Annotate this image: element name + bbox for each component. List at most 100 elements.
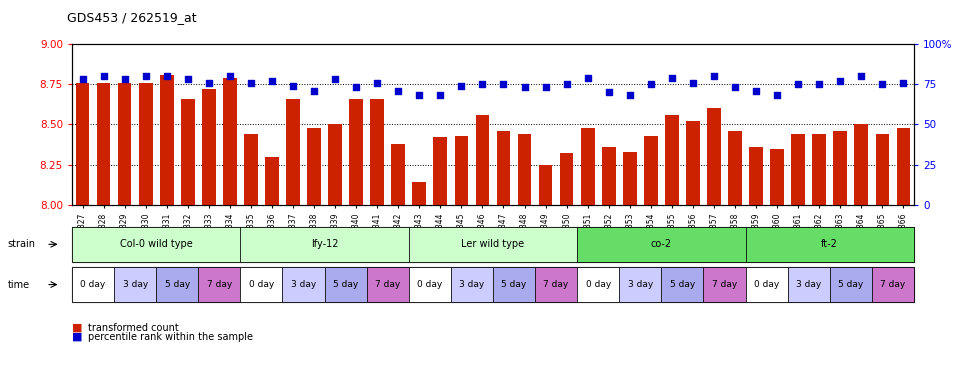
Bar <box>160 75 174 205</box>
Point <box>117 76 132 82</box>
Bar <box>244 134 257 205</box>
Bar <box>560 153 573 205</box>
Point <box>749 88 764 94</box>
Point <box>516 85 532 90</box>
Text: percentile rank within the sample: percentile rank within the sample <box>88 332 253 342</box>
Text: 3 day: 3 day <box>291 280 316 289</box>
Point <box>664 75 680 81</box>
Bar <box>434 137 447 205</box>
Text: time: time <box>8 280 30 290</box>
Text: 3 day: 3 day <box>796 280 822 289</box>
Text: 0 day: 0 day <box>418 280 443 289</box>
Bar <box>833 131 847 205</box>
Bar <box>897 128 910 205</box>
Bar <box>223 78 237 205</box>
Text: 3 day: 3 day <box>123 280 148 289</box>
Text: ft-2: ft-2 <box>822 239 838 249</box>
Text: 0 day: 0 day <box>81 280 106 289</box>
Bar <box>286 99 300 205</box>
Bar <box>118 83 132 205</box>
Bar <box>97 83 110 205</box>
Bar <box>349 99 363 205</box>
Text: lfy-12: lfy-12 <box>311 239 338 249</box>
Point <box>159 73 175 79</box>
Bar <box>876 134 889 205</box>
Text: strain: strain <box>8 239 36 249</box>
Text: co-2: co-2 <box>651 239 672 249</box>
Bar <box>749 147 763 205</box>
Text: ■: ■ <box>72 322 83 333</box>
Bar <box>581 128 594 205</box>
Point <box>685 80 701 86</box>
Bar <box>602 147 615 205</box>
Bar <box>644 136 658 205</box>
Bar <box>665 115 679 205</box>
Text: 7 day: 7 day <box>375 280 400 289</box>
Bar <box>139 83 153 205</box>
Point <box>538 85 553 90</box>
Text: 3 day: 3 day <box>459 280 485 289</box>
Point <box>875 81 890 87</box>
Bar <box>539 165 552 205</box>
Point <box>896 80 911 86</box>
Text: 5 day: 5 day <box>838 280 863 289</box>
Text: Col-0 wild type: Col-0 wild type <box>120 239 193 249</box>
Point <box>475 81 491 87</box>
Text: 5 day: 5 day <box>670 280 695 289</box>
Point <box>433 93 448 98</box>
Bar <box>265 157 278 205</box>
Text: 7 day: 7 day <box>543 280 568 289</box>
Text: GDS453 / 262519_at: GDS453 / 262519_at <box>67 11 197 24</box>
Bar <box>328 124 342 205</box>
Text: 7 day: 7 day <box>880 280 905 289</box>
Point <box>348 85 364 90</box>
Point <box>285 83 300 89</box>
Text: ■: ■ <box>72 332 83 342</box>
Bar <box>307 128 321 205</box>
Bar <box>729 131 742 205</box>
Point <box>412 93 427 98</box>
Point <box>222 73 237 79</box>
Point <box>327 76 343 82</box>
Point <box>75 76 90 82</box>
Point <box>264 78 279 84</box>
Point <box>622 93 637 98</box>
Text: 7 day: 7 day <box>712 280 737 289</box>
Bar <box>496 131 511 205</box>
Point <box>391 88 406 94</box>
Bar <box>708 108 721 205</box>
Point <box>96 73 111 79</box>
Point <box>180 76 196 82</box>
Bar <box>371 99 384 205</box>
Point <box>370 80 385 86</box>
Bar <box>76 83 89 205</box>
Bar <box>517 134 532 205</box>
Bar <box>623 152 636 205</box>
Bar <box>791 134 805 205</box>
Bar <box>854 124 868 205</box>
Bar <box>180 99 195 205</box>
Point <box>601 89 616 95</box>
Point <box>454 83 469 89</box>
Point <box>495 81 511 87</box>
Text: 0 day: 0 day <box>586 280 611 289</box>
Bar <box>475 115 490 205</box>
Text: Ler wild type: Ler wild type <box>462 239 524 249</box>
Point <box>138 73 154 79</box>
Point <box>580 75 595 81</box>
Point <box>728 85 743 90</box>
Point <box>306 88 322 94</box>
Text: 0 day: 0 day <box>754 280 780 289</box>
Text: transformed count: transformed count <box>88 322 180 333</box>
Bar <box>413 182 426 205</box>
Bar <box>770 149 784 205</box>
Text: 5 day: 5 day <box>501 280 527 289</box>
Text: 3 day: 3 day <box>628 280 653 289</box>
Point <box>811 81 827 87</box>
Bar <box>392 144 405 205</box>
Point <box>243 80 258 86</box>
Text: 5 day: 5 day <box>164 280 190 289</box>
Point <box>559 81 574 87</box>
Point <box>643 81 659 87</box>
Bar <box>686 121 700 205</box>
